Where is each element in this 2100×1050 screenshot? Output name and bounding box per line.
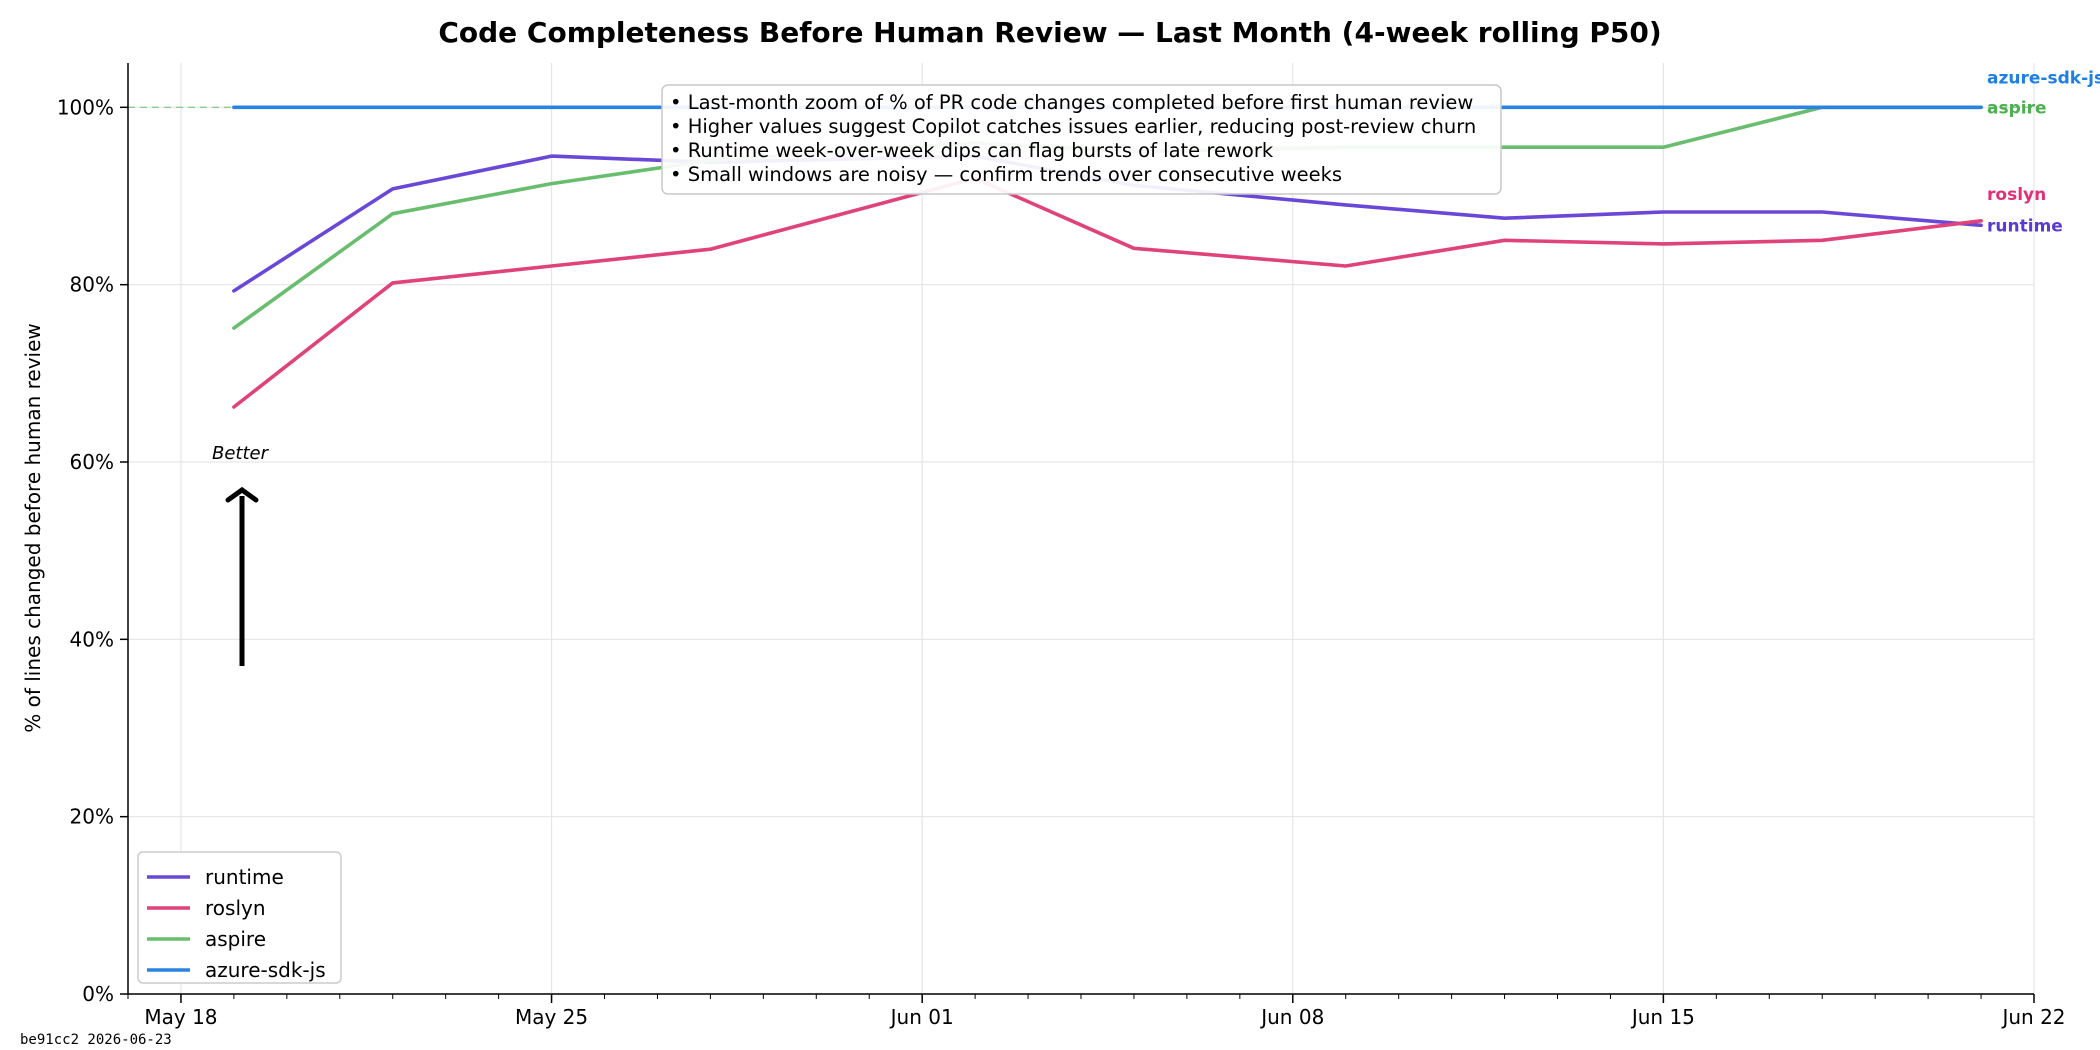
footer-stamp: be91cc2 2026-06-23 xyxy=(20,1032,172,1048)
x-ticks: May 18 May 25 Jun 01 Jun 08 Jun 15 Jun 22 xyxy=(127,994,2066,1029)
axes xyxy=(127,63,2034,995)
x-tick-label: Jun 08 xyxy=(1259,1005,1324,1029)
y-tick-label: 100% xyxy=(57,95,114,119)
y-tick-label: 0% xyxy=(82,982,114,1006)
y-tick-label: 60% xyxy=(70,450,114,474)
legend-label-roslyn: roslyn xyxy=(205,896,266,920)
x-tick-label: Jun 15 xyxy=(1630,1005,1695,1029)
better-arrow: Better xyxy=(212,443,270,666)
annotation-line-3: • Runtime week-over-week dips can flag b… xyxy=(670,139,1274,162)
x-tick-label: May 18 xyxy=(144,1005,217,1029)
annotation-box: • Last-month zoom of % of PR code change… xyxy=(661,84,1502,195)
y-tick-label: 80% xyxy=(70,273,114,297)
y-ticks: 0% 20% 40% 60% 80% 100% xyxy=(57,95,128,1006)
annotation-line-2: • Higher values suggest Copilot catches … xyxy=(670,115,1476,138)
legend-label-runtime: runtime xyxy=(205,865,284,889)
grid-lines xyxy=(128,63,2035,995)
y-axis-label: % of lines changed before human review xyxy=(21,323,45,733)
legend: runtime roslyn aspire azure-sdk-js xyxy=(137,851,342,984)
legend-label-azure-sdk-js: azure-sdk-js xyxy=(205,958,326,982)
end-label-azure-sdk-js: azure-sdk-js xyxy=(1987,68,2100,88)
annotation-line-1: • Last-month zoom of % of PR code change… xyxy=(670,91,1473,114)
legend-label-aspire: aspire xyxy=(205,927,266,951)
x-tick-label: Jun 22 xyxy=(2000,1005,2065,1029)
series-line-roslyn xyxy=(232,176,1983,409)
legend-frame xyxy=(137,851,342,984)
x-tick-label: Jun 01 xyxy=(889,1005,954,1029)
end-label-runtime: runtime xyxy=(1987,216,2063,236)
annotation-box-frame xyxy=(661,84,1502,195)
x-tick-label: May 25 xyxy=(515,1005,588,1029)
chart-title: Code Completeness Before Human Review — … xyxy=(438,16,1661,49)
end-label-aspire: aspire xyxy=(1987,98,2047,118)
y-tick-label: 40% xyxy=(70,627,114,651)
arrow-head-icon xyxy=(225,486,259,503)
annotation-line-4: • Small windows are noisy — confirm tren… xyxy=(670,163,1342,186)
y-tick-label: 20% xyxy=(70,805,114,829)
better-label: Better xyxy=(212,443,270,464)
end-label-roslyn: roslyn xyxy=(1987,185,2046,205)
end-labels: azure-sdk-js aspire roslyn runtime xyxy=(1987,68,2100,236)
